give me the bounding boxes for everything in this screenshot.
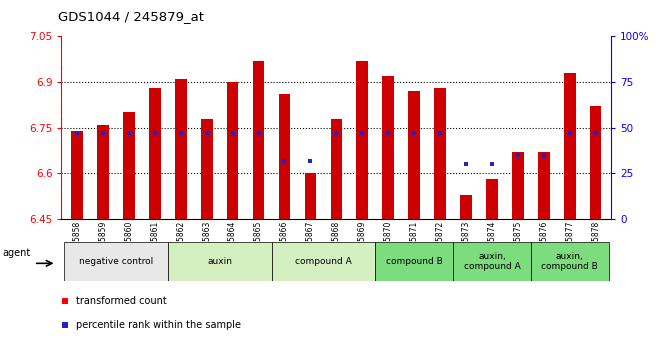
Bar: [512, 152, 524, 219]
Bar: [226, 82, 238, 219]
Bar: [460, 195, 472, 219]
Text: percentile rank within the sample: percentile rank within the sample: [76, 320, 241, 330]
Text: compound B: compound B: [385, 257, 442, 266]
Bar: [201, 119, 212, 219]
Text: transformed count: transformed count: [76, 296, 167, 306]
Text: agent: agent: [2, 248, 30, 258]
Text: auxin: auxin: [207, 257, 232, 266]
Bar: [486, 179, 498, 219]
Bar: [375, 241, 453, 281]
Bar: [590, 106, 601, 219]
Text: negative control: negative control: [79, 257, 153, 266]
Text: compound A: compound A: [295, 257, 352, 266]
Bar: [531, 241, 609, 281]
Bar: [453, 241, 531, 281]
Bar: [538, 152, 550, 219]
Bar: [408, 91, 420, 219]
Bar: [357, 61, 368, 219]
Text: GDS1044 / 245879_at: GDS1044 / 245879_at: [58, 10, 204, 23]
Bar: [253, 61, 265, 219]
Bar: [149, 88, 160, 219]
Text: auxin,
compound B: auxin, compound B: [541, 252, 598, 271]
Bar: [305, 174, 316, 219]
Bar: [271, 241, 375, 281]
Text: auxin,
compound A: auxin, compound A: [464, 252, 520, 271]
Bar: [434, 88, 446, 219]
Bar: [175, 79, 186, 219]
Bar: [168, 241, 271, 281]
Bar: [331, 119, 342, 219]
Bar: [564, 73, 576, 219]
Bar: [71, 131, 83, 219]
Bar: [123, 112, 135, 219]
Bar: [279, 94, 291, 219]
Bar: [382, 76, 394, 219]
Bar: [97, 125, 109, 219]
Bar: [64, 241, 168, 281]
